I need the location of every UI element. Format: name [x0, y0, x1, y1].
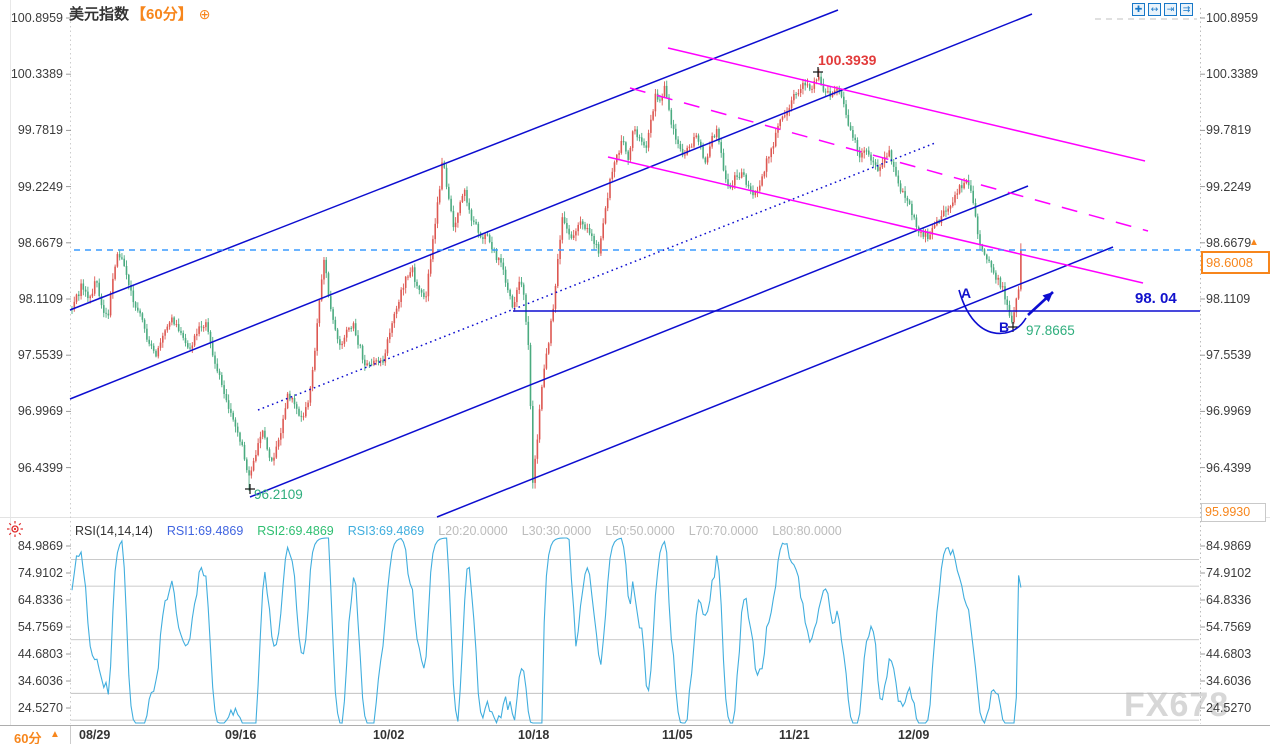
price-tick-label: 100.3389 — [10, 67, 63, 82]
current-price-badge: 98.6008 — [1201, 251, 1270, 274]
annotation-level-98-04: 98. 04 — [1135, 290, 1177, 307]
price-tick-label: 98.6679 — [17, 235, 63, 250]
time-tick-label: 11/05 — [662, 728, 693, 742]
price-tick-label: 99.2249 — [17, 179, 63, 194]
chart-title: 美元指数 【60分】 ⊕ — [69, 3, 210, 24]
trendlines — [69, 9, 1200, 518]
price-tick-label: 100.3389 — [1206, 67, 1259, 82]
chart-toolbar: ✚ ↔ ⇥ ⇉ — [1132, 3, 1193, 16]
rsi-tick-label: 74.9102 — [1206, 566, 1252, 580]
rsi-tick-label: 44.6803 — [17, 646, 63, 661]
rsi-tick-label: 64.8336 — [17, 592, 63, 607]
annotation-point-a: A — [961, 285, 972, 301]
price-tick-label: 99.7819 — [17, 123, 63, 138]
price-tick-label: 96.4399 — [17, 460, 63, 475]
rsi-tick-label: 24.5270 — [1206, 700, 1252, 715]
swing-cross-markers — [245, 67, 1018, 494]
price-tick-label: 100.8959 — [10, 11, 63, 25]
rsi-indicator-value: L30:30.0000 — [521, 524, 592, 538]
annotation-point-b: B — [999, 319, 1010, 335]
annotation-b-low-price: 97.8665 — [1026, 323, 1075, 338]
price-up-arrow-icon: ▲ — [1249, 237, 1259, 248]
price-tick-label: 96.4399 — [1206, 460, 1252, 475]
time-tick-label: 09/16 — [225, 728, 257, 742]
rsi-indicator-value: L50:50.0000 — [605, 524, 675, 538]
price-tick-label: 100.8959 — [1206, 11, 1259, 25]
hand-drawings — [958, 289, 1054, 335]
rsi-gridlines — [71, 558, 1199, 721]
rsi-tick-label: 54.7569 — [1206, 619, 1252, 634]
rsi-tick-label: 84.9869 — [1206, 539, 1252, 553]
price-tick-label: 96.9969 — [1206, 404, 1252, 419]
rsi-indicator-value: RSI2:69.4869 — [257, 524, 334, 538]
time-axis-bar: 60分 ▲ — [0, 725, 1270, 744]
timeframe-label: 60分 — [14, 731, 42, 744]
price-tick-label: 97.5539 — [1206, 348, 1252, 363]
time-tick-label: 12/09 — [898, 728, 930, 742]
rsi-tick-label: 34.6036 — [17, 673, 63, 688]
time-tick-label: 08/29 — [79, 728, 111, 742]
watermark: FX678 — [1124, 686, 1230, 724]
price-tick-label: 99.2249 — [1206, 179, 1252, 194]
rsi-indicator-value: RSI3:69.4869 — [347, 524, 425, 538]
add-indicator-icon[interactable]: ⊕ — [198, 6, 211, 22]
rsi-tick-label: 24.5270 — [17, 700, 63, 715]
symbol-name: 美元指数 — [69, 6, 130, 23]
rsi-indicator-value: L80:80.0000 — [772, 524, 842, 538]
range-low-badge: 95.9930 — [1201, 503, 1266, 522]
indicator-settings-icon[interactable] — [6, 520, 24, 538]
rsi-indicator-header: RSI(14,14,14) RSI1:69.4869 RSI2:69.4869 RSI… — [75, 524, 842, 538]
price-tick-label: 97.5539 — [17, 348, 63, 363]
scale-right-icon[interactable]: ⇥ — [1164, 3, 1177, 16]
timeframe-arrow-icon: ▲ — [50, 729, 60, 740]
pan-tool-icon[interactable]: ✚ — [1132, 3, 1145, 16]
shift-chart-icon[interactable]: ⇉ — [1180, 3, 1193, 16]
time-tick-label: 11/21 — [779, 728, 810, 742]
rsi-indicator-value: L70:70.0000 — [688, 524, 759, 538]
rsi-indicator-value: RSI1:69.4869 — [166, 524, 244, 538]
rsi-tick-label: 84.9869 — [17, 539, 63, 553]
candlestick-series — [71, 68, 1022, 491]
rsi-indicator-value: L20:20.0000 — [438, 524, 508, 538]
fit-range-icon[interactable]: ↔ — [1148, 3, 1161, 16]
timeframe-tag: 【60分】 — [131, 6, 193, 23]
rsi-tick-label: 64.8336 — [1206, 592, 1252, 607]
annotation-high-price: 100.3939 — [818, 52, 877, 68]
time-tick-label: 10/18 — [518, 728, 550, 742]
annotation-low-price: 96.2109 — [254, 487, 303, 502]
price-tick-label: 98.1109 — [18, 292, 63, 306]
rsi-tick-label: 74.9102 — [17, 566, 63, 580]
price-tick-label: 98.6679 — [1206, 235, 1252, 250]
timeframe-selector[interactable]: 60分 ▲ — [0, 726, 71, 744]
time-tick-label: 10/02 — [373, 728, 405, 742]
rsi-line — [71, 537, 1022, 725]
price-tick-label: 98.1109 — [1206, 292, 1251, 306]
rsi-tick-label: 54.7569 — [17, 619, 63, 634]
price-tick-label: 99.7819 — [1206, 123, 1252, 138]
rsi-tick-label: 44.6803 — [1206, 646, 1252, 661]
price-tick-label: 96.9969 — [17, 404, 63, 419]
rsi-indicator-name: RSI(14,14,14) — [75, 524, 153, 538]
rsi-tick-label: 34.6036 — [1206, 673, 1252, 688]
